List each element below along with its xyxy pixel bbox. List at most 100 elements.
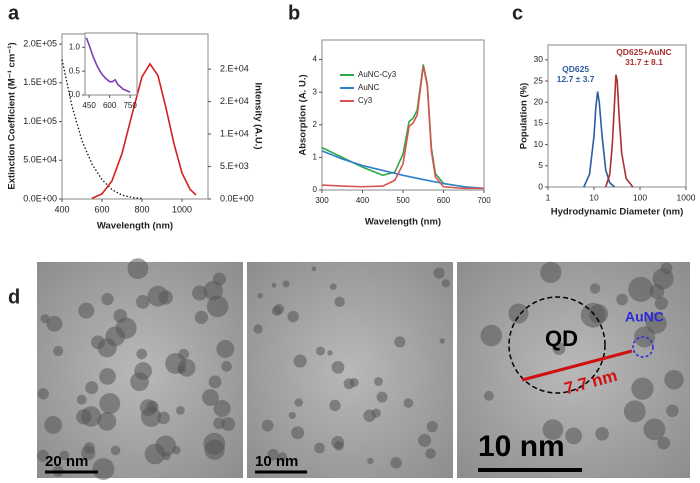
y-tick-label: 0 (313, 185, 318, 194)
particle (565, 427, 583, 445)
particle (40, 314, 50, 324)
series-line (91, 62, 197, 200)
y2-tick-label: 2.E+04 (220, 96, 249, 106)
particle (329, 283, 337, 291)
particle (666, 404, 679, 418)
y-tick-label: 0 (538, 181, 543, 191)
y-tick-label: 30 (534, 54, 544, 64)
particle (213, 399, 231, 417)
x-tick-label: 10 (589, 192, 599, 202)
y-tick-label: 4 (313, 55, 318, 64)
particle (483, 390, 494, 401)
particle (85, 381, 99, 395)
particle (314, 442, 325, 454)
particle (59, 450, 70, 461)
particle (216, 339, 235, 358)
y-axis-title: Extinction Coefficient (M⁻¹ cm⁻¹) (7, 42, 18, 189)
x-tick-label: 1 (546, 192, 551, 202)
x-tick-label: 750 (123, 101, 137, 110)
legend-label: AuNC (358, 83, 380, 92)
x-tick-label: 700 (477, 196, 491, 205)
micrographs (36, 258, 690, 480)
particle (36, 449, 50, 462)
particle (155, 435, 177, 457)
particle (589, 283, 601, 294)
particle (192, 285, 208, 301)
particle (433, 267, 445, 279)
particle (80, 406, 102, 427)
y-axis-title: Absorption (A. U.) (298, 74, 309, 155)
annotation-value: 12.7 ± 3.7 (557, 74, 595, 84)
particle (293, 354, 307, 368)
x-tick-label: 800 (134, 204, 149, 214)
series-line (583, 91, 616, 188)
particle (99, 393, 121, 415)
particle (376, 391, 388, 403)
particle (271, 282, 277, 288)
particle (371, 408, 381, 418)
x-tick-label: 500 (396, 196, 410, 205)
y-tick-label: 1.0 (69, 42, 81, 51)
particle (278, 452, 288, 462)
series-line (61, 59, 143, 200)
qd-outline (508, 296, 606, 394)
y2-axis-title: Intensity (A.U.) (252, 82, 263, 149)
particle (127, 258, 149, 279)
particle (390, 457, 402, 469)
x-tick-label: 1000 (172, 204, 192, 214)
series-line (321, 64, 485, 190)
y-tick-label: 20 (534, 96, 544, 106)
particle (394, 336, 406, 348)
particle (113, 309, 128, 323)
panel-label: c (512, 2, 523, 24)
particle (480, 324, 503, 347)
particle (92, 458, 115, 480)
y2-tick-label: 1.E+04 (220, 128, 249, 138)
legend-label: AuNC-Cy3 (358, 70, 397, 79)
particle (157, 411, 170, 425)
particle (78, 302, 95, 319)
particle (177, 365, 186, 374)
particle (329, 399, 341, 412)
particle (287, 310, 299, 323)
particle (652, 268, 674, 290)
particle (418, 433, 432, 447)
y-tick-label: 2.0E+05 (23, 38, 57, 48)
particle (101, 293, 114, 306)
size-arrow (521, 349, 633, 382)
particle (99, 368, 116, 385)
particle (37, 388, 49, 400)
particle (140, 406, 162, 427)
y-tick-label: 0.0E+00 (23, 193, 57, 203)
particle (97, 338, 117, 358)
y-tick-label: 0.5 (69, 66, 81, 75)
particle (76, 394, 87, 405)
particle (146, 400, 159, 413)
y-axis-title: Population (%) (519, 83, 530, 150)
series-line (321, 65, 484, 190)
particle (136, 294, 150, 309)
particle (221, 417, 236, 431)
particle (540, 261, 562, 284)
y-tick-label: 0.0 (69, 90, 81, 99)
annotation-value: 31.7 ± 8.1 (625, 57, 663, 67)
panel-label: a (8, 2, 20, 24)
y-tick-label: 3 (313, 87, 318, 96)
particle (403, 398, 414, 408)
x-axis-title: Hydrodynamic Diameter (nm) (551, 207, 684, 218)
x-tick-label: 600 (437, 196, 451, 205)
y-tick-label: 1.5E+05 (23, 77, 57, 87)
particle (439, 338, 445, 344)
y-tick-label: 2 (313, 120, 318, 129)
x-tick-label: 100 (633, 192, 647, 202)
qd-label: QD (545, 326, 578, 351)
scale-bar-label: 10 nm (255, 453, 298, 470)
particle (130, 372, 149, 392)
particle (595, 427, 609, 441)
particle (588, 304, 609, 324)
particle (203, 280, 223, 301)
particle (316, 346, 326, 356)
particle (664, 370, 684, 390)
y-tick-label: 1.0E+05 (23, 116, 57, 126)
